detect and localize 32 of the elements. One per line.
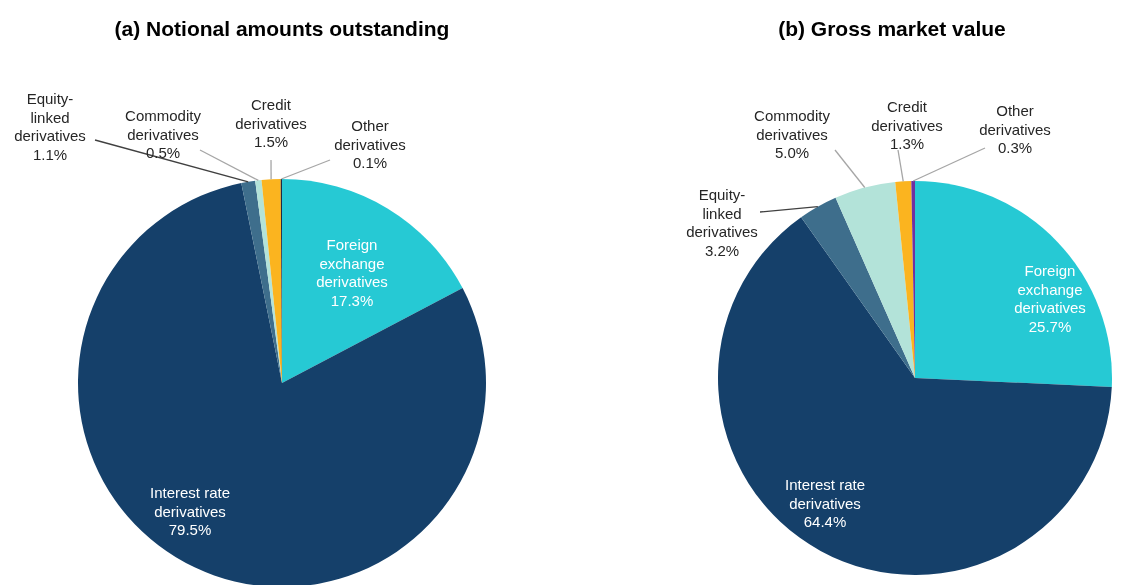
data-label: 3.2% <box>704 241 740 259</box>
slice-label: Interest rate derivatives <box>149 484 231 520</box>
data-label: 0.5% <box>145 144 181 161</box>
pie-slice <box>282 179 463 383</box>
pie-slice <box>835 182 915 378</box>
pie-slice <box>241 180 282 383</box>
data-label: 0.3% <box>997 139 1033 156</box>
data-label: 17.3% <box>330 291 374 309</box>
data-label: 64.4% <box>803 513 847 530</box>
slice-label: Credit derivatives <box>871 98 943 134</box>
slice-label: Credit derivatives <box>235 96 307 132</box>
data-label: 1.3% <box>889 135 925 152</box>
data-label: 5.0% <box>774 144 810 161</box>
slice-label: Commodity derivatives <box>754 107 831 143</box>
slice-label: Commodity derivatives <box>125 107 202 143</box>
slice-label: Foreign exchange derivatives <box>1014 262 1086 316</box>
pie-slice <box>801 197 915 378</box>
slice-label: Equity-linked derivatives <box>686 186 758 240</box>
data-label: 25.7% <box>1028 317 1072 335</box>
chart-title: (a) Notional amounts outstanding <box>114 17 450 40</box>
slice-label: Equity-linked derivatives <box>14 90 86 144</box>
pie-slice <box>78 183 486 585</box>
data-label: 79.5% <box>168 521 212 538</box>
pie-slice <box>915 181 1112 387</box>
slice-label: Foreign exchange derivatives <box>316 236 388 290</box>
slice-label: Other derivatives <box>979 102 1051 138</box>
chart-title: (b) Gross market value <box>778 17 1006 40</box>
slice-label: Other derivatives <box>334 117 406 153</box>
slice-label: Interest rate derivatives <box>784 476 866 512</box>
data-label: 0.1% <box>352 154 388 171</box>
data-label: 1.5% <box>253 133 289 150</box>
data-label: 1.1% <box>32 145 68 163</box>
